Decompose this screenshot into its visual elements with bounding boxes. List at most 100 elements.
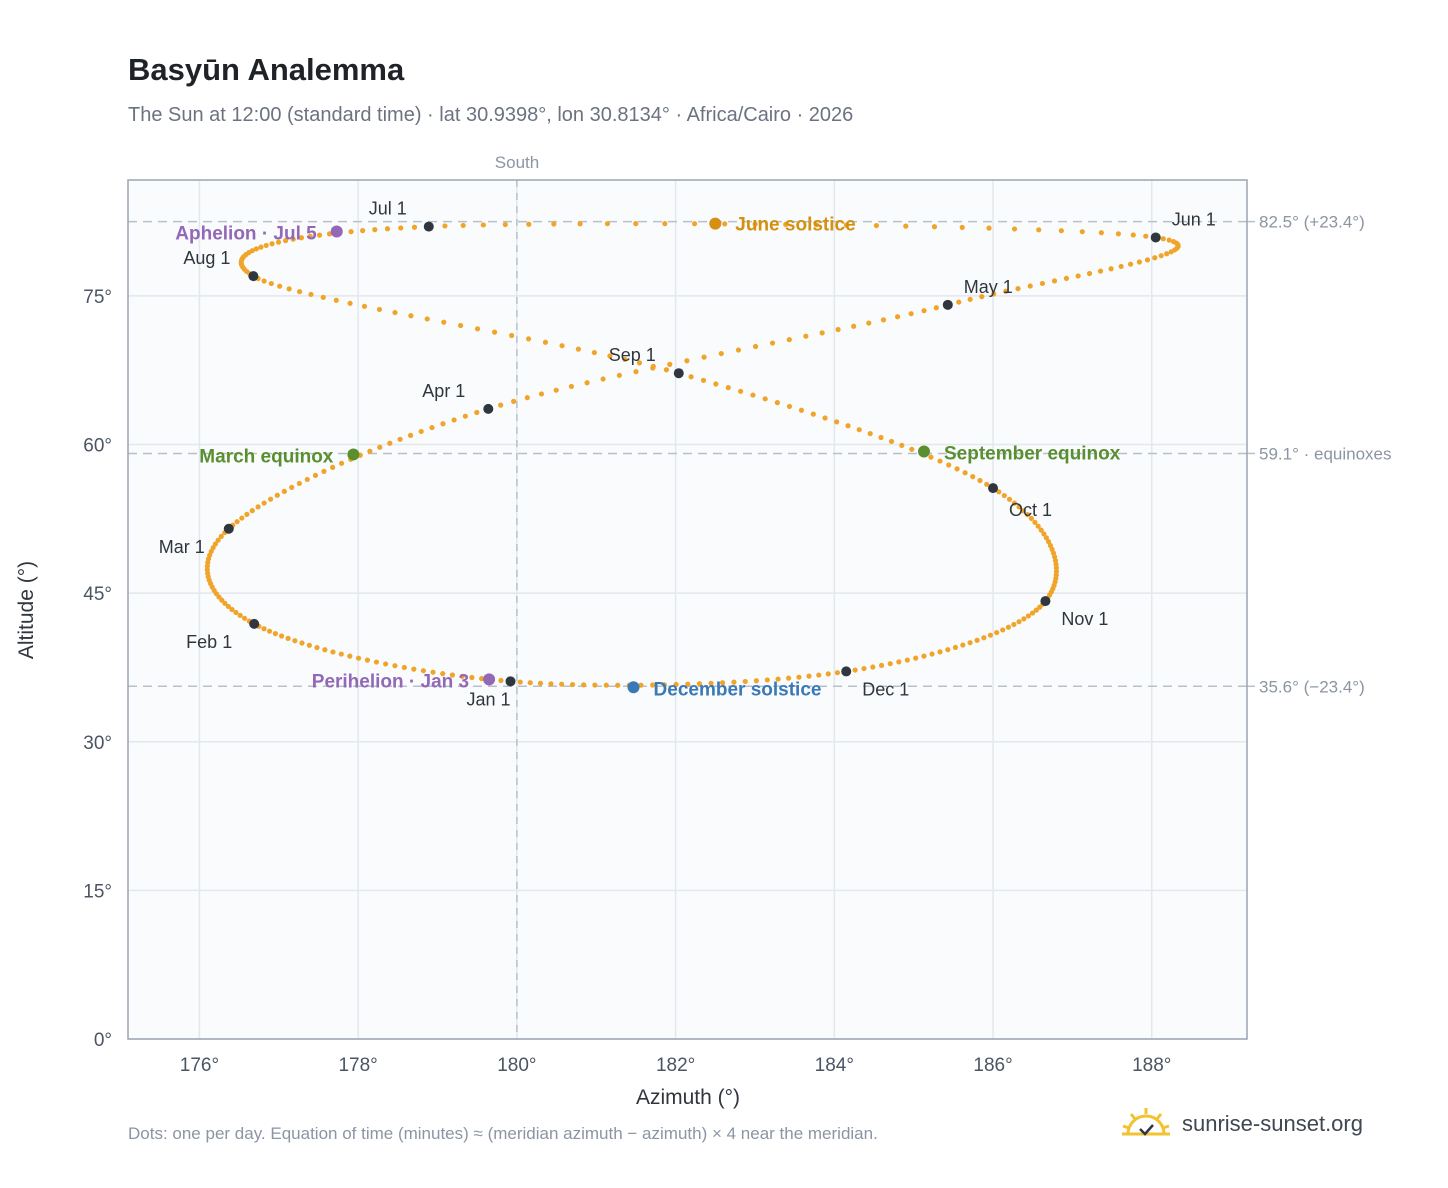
day-dot [633, 369, 639, 375]
day-dot [249, 508, 255, 514]
day-dot [662, 221, 668, 227]
day-dot [408, 313, 414, 319]
day-dot [282, 238, 289, 244]
day-dot [538, 391, 545, 397]
day-dot [459, 673, 465, 679]
day-dot [816, 672, 822, 678]
day-dot [239, 515, 245, 521]
event-marker [917, 445, 930, 458]
day-dot [420, 668, 426, 674]
month-marker [248, 271, 259, 282]
day-dot [1170, 239, 1177, 245]
day-dot [569, 681, 576, 688]
day-dot [330, 464, 336, 470]
day-dot [967, 296, 973, 302]
day-dot [991, 291, 997, 297]
day-dot [921, 653, 927, 659]
x-tick-label: 186° [973, 1055, 1012, 1076]
day-dot [233, 609, 239, 616]
plot-frame [127, 179, 1248, 1040]
day-dot [347, 300, 353, 306]
day-dot [1136, 259, 1142, 265]
day-dot [480, 222, 486, 228]
day-dot [1108, 266, 1114, 272]
day-dot [442, 223, 448, 229]
day-dot [266, 628, 273, 634]
day-dot [803, 333, 809, 339]
day-dot [1130, 232, 1136, 238]
month-label: Jun 1 [1172, 209, 1216, 229]
chart-title: Basyūn Analemma [128, 52, 405, 87]
sun-logo-icon [1122, 1108, 1170, 1136]
day-dot [913, 655, 919, 661]
day-dot [607, 353, 613, 359]
day-dot [813, 222, 819, 228]
day-dot [581, 682, 587, 688]
event-label: September equinox [944, 443, 1121, 464]
month-marker [988, 483, 999, 494]
day-dot [928, 454, 934, 460]
day-dot [962, 470, 968, 476]
x-tick-label: 184° [815, 1055, 854, 1076]
day-dot [1075, 273, 1081, 279]
day-dot [225, 603, 231, 610]
day-dot [1166, 237, 1172, 243]
day-dot [1158, 253, 1164, 259]
day-dot [553, 387, 559, 393]
day-dot [604, 221, 611, 227]
reference-line-label: 59.1° · equinoxes [1259, 444, 1392, 463]
day-dot [289, 484, 295, 490]
month-markers: Jan 1 Feb 1 Mar 1 Apr 1 May 1 Jun 1 Jul 1 Aug 1… [159, 199, 1216, 710]
day-dot [261, 626, 267, 632]
day-dot [701, 354, 707, 360]
day-dot [1127, 261, 1134, 267]
day-dot [996, 489, 1002, 495]
day-dot [559, 343, 565, 349]
day-dot [931, 224, 938, 230]
month-label: Sep 1 [609, 345, 656, 365]
day-dot [1036, 227, 1042, 233]
day-dot [218, 533, 224, 539]
day-dot [713, 381, 719, 387]
day-dot [929, 651, 935, 657]
y-tick-label: 0° [94, 1030, 112, 1051]
day-dot [418, 428, 424, 435]
day-dot [738, 388, 744, 394]
day-dot [548, 681, 554, 687]
day-dot [212, 541, 219, 547]
day-dot [333, 297, 339, 303]
day-dot [1144, 257, 1151, 263]
day-dot [1115, 231, 1122, 237]
day-dot [835, 326, 841, 333]
day-dot [1143, 233, 1149, 239]
day-dot [312, 472, 319, 479]
x-axis-label: Azimuth (°) [636, 1086, 740, 1109]
event-marker [627, 681, 640, 694]
day-dot [722, 221, 728, 227]
month-marker [223, 523, 234, 534]
day-dot [364, 657, 371, 663]
day-dot [735, 347, 742, 353]
month-label: May 1 [964, 277, 1013, 297]
event-marker [347, 448, 360, 461]
day-dot [397, 436, 403, 442]
day-dot [440, 671, 446, 677]
event-label: June solstice [735, 215, 855, 236]
day-dot [861, 665, 867, 672]
day-dot [1005, 624, 1012, 630]
event-marker [709, 217, 722, 230]
day-dot [584, 380, 590, 386]
day-dot [650, 682, 656, 688]
day-dot [783, 221, 789, 227]
day-dot [268, 280, 274, 287]
day-dot [731, 679, 737, 685]
day-dot [267, 496, 274, 502]
day-dot [880, 317, 887, 323]
x-tick-label: 182° [656, 1055, 695, 1076]
day-dot [392, 309, 398, 316]
brand-logo[interactable]: sunrise-sunset.org [1120, 1102, 1363, 1146]
day-dot [600, 376, 606, 382]
day-dot [411, 666, 417, 672]
day-dot [424, 316, 430, 322]
day-dot [700, 377, 707, 383]
